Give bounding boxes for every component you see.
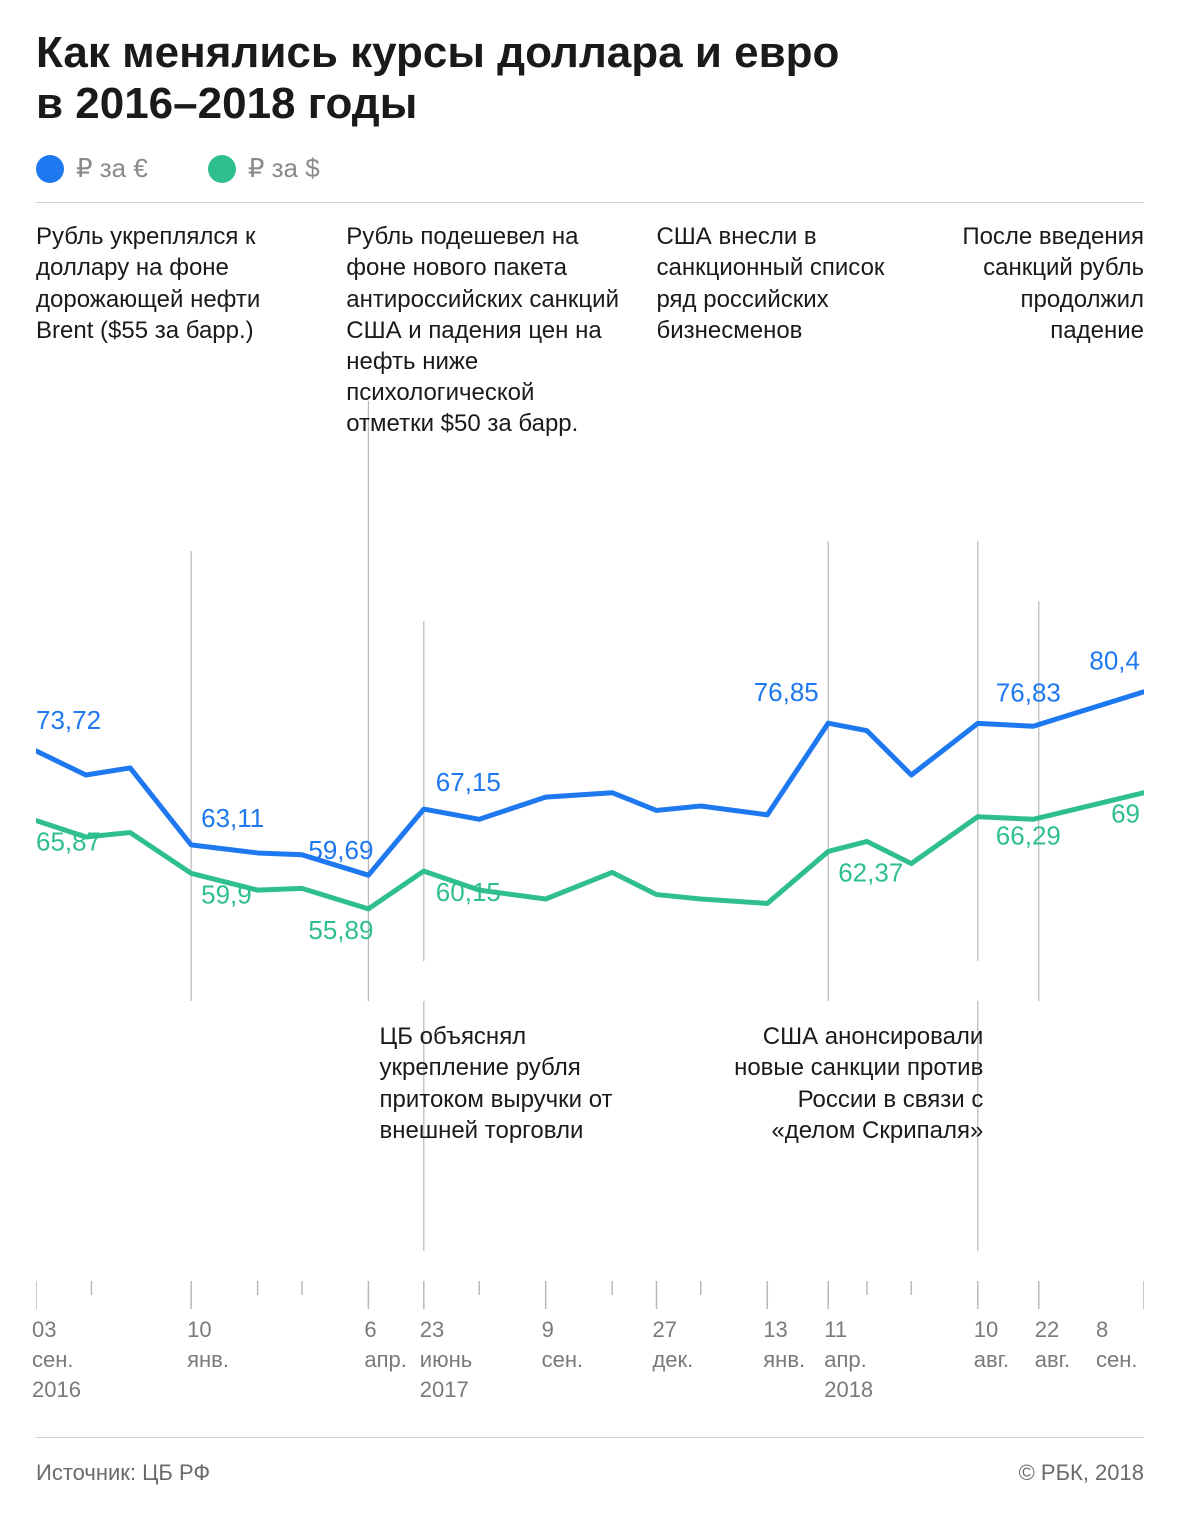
legend-item-usd: ₽ за $ <box>208 153 320 184</box>
svg-text:63,11: 63,11 <box>201 803 264 833</box>
legend-dot-usd <box>208 155 236 183</box>
footer-source: Источник: ЦБ РФ <box>36 1460 210 1486</box>
svg-text:76,83: 76,83 <box>996 678 1061 708</box>
svg-text:59,9: 59,9 <box>201 880 252 910</box>
chart-area: 73,72 63,11 59,69 67,15 76,85 76,83 80,4 65,87 5… <box>36 221 1144 1421</box>
x-tick-label: 22 авг. <box>1035 1315 1070 1374</box>
x-tick-label: 8 сен. <box>1096 1315 1138 1374</box>
legend-label-usd: ₽ за $ <box>248 153 320 184</box>
annotation-top: Рубль подешевел на фоне нового пакета ан… <box>346 221 626 439</box>
x-tick-label: 13 янв. <box>763 1315 805 1374</box>
divider <box>36 202 1144 203</box>
x-tick-label: 11 апр. 2018 <box>824 1315 873 1404</box>
svg-text:62,37: 62,37 <box>838 858 903 888</box>
svg-text:73,72: 73,72 <box>36 705 101 735</box>
footer: Источник: ЦБ РФ © РБК, 2018 <box>36 1437 1144 1486</box>
legend-dot-euro <box>36 155 64 183</box>
x-tick-label: 6 апр. <box>364 1315 407 1374</box>
annotation-top: США внесли в санкционный список ряд росс… <box>656 221 916 346</box>
svg-text:65,87: 65,87 <box>36 827 101 857</box>
annotation-top: Рубль укреплялся к доллару на фоне дорож… <box>36 221 276 346</box>
legend-label-euro: ₽ за € <box>76 153 148 184</box>
annotation-bottom: ЦБ объяснял укрепление рубля притоком вы… <box>379 1021 649 1146</box>
svg-text:76,85: 76,85 <box>754 677 819 707</box>
svg-text:69: 69 <box>1111 799 1140 829</box>
footer-copyright: © РБК, 2018 <box>1019 1460 1144 1486</box>
svg-text:59,69: 59,69 <box>308 835 373 865</box>
x-tick-label: 03 сен. 2016 <box>32 1315 81 1404</box>
legend: ₽ за € ₽ за $ <box>36 153 1144 184</box>
svg-text:66,29: 66,29 <box>996 821 1061 851</box>
x-tick-label: 10 янв. <box>187 1315 229 1374</box>
x-tick-label: 27 дек. <box>652 1315 693 1374</box>
legend-item-euro: ₽ за € <box>36 153 148 184</box>
svg-text:60,15: 60,15 <box>436 877 501 907</box>
svg-text:80,4: 80,4 <box>1089 646 1140 676</box>
x-tick-label: 10 авг. <box>974 1315 1009 1374</box>
annotation-bottom: США анонсировали новые санкции против Ро… <box>733 1021 983 1146</box>
x-tick-label: 23 июнь 2017 <box>420 1315 472 1404</box>
chart-title: Как менялись курсы доллара и евров 2016–… <box>36 28 1144 129</box>
x-tick-label: 9 сен. <box>542 1315 584 1374</box>
svg-text:55,89: 55,89 <box>308 915 373 945</box>
annotation-top: После введения санкций рубль продолжил п… <box>924 221 1144 346</box>
svg-text:67,15: 67,15 <box>436 767 501 797</box>
